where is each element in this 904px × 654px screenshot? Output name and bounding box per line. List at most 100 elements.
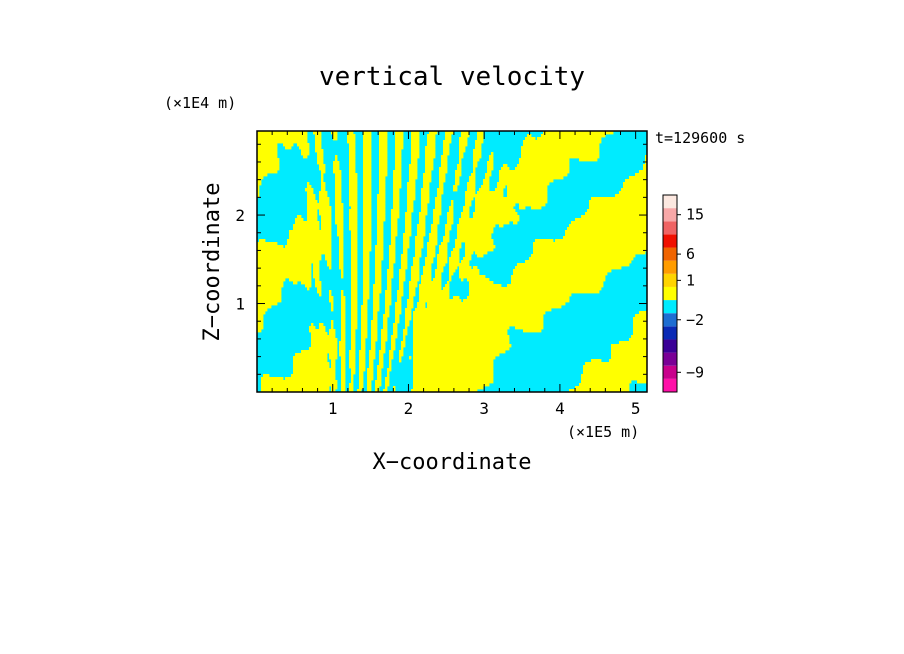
contour-cell <box>401 341 406 345</box>
contour-cell <box>465 254 472 258</box>
contour-cell <box>411 278 420 282</box>
contour-cell <box>361 311 368 315</box>
contour-cell <box>413 257 420 261</box>
contour-cell <box>341 326 346 330</box>
contour-cell <box>351 245 358 249</box>
contour-cell <box>443 152 450 156</box>
x-tick-label: 4 <box>555 399 565 418</box>
contour-cell <box>395 143 404 147</box>
contour-cell <box>411 389 478 392</box>
contour-cell <box>417 302 426 306</box>
contour-cell <box>405 323 410 327</box>
contour-cell <box>395 134 404 138</box>
contour-cell <box>409 356 412 360</box>
contour-cell <box>473 212 518 216</box>
contour-cell <box>393 386 396 390</box>
contour-cell <box>383 389 388 392</box>
contour-cell <box>407 200 414 204</box>
contour-cell <box>351 299 358 303</box>
contour-cell <box>315 281 322 285</box>
contour-cell <box>459 146 466 150</box>
contour-cell <box>289 278 312 282</box>
contour-cell <box>395 140 404 144</box>
contour-cell <box>555 239 647 243</box>
contour-cell <box>329 332 336 336</box>
contour-cell <box>407 203 414 207</box>
contour-cell <box>485 173 492 177</box>
contour-cell <box>349 362 356 366</box>
contour-cell <box>329 299 334 303</box>
contour-cell <box>341 371 346 375</box>
contour-cell <box>257 296 282 300</box>
contour-cell <box>341 269 344 273</box>
contour-cell <box>473 158 480 162</box>
contour-cell <box>459 140 468 144</box>
contour-cell <box>399 281 404 285</box>
contour-cell <box>379 182 386 186</box>
contour-cell <box>317 152 324 156</box>
contour-cell <box>523 140 602 144</box>
contour-cell <box>325 257 332 261</box>
contour-cell <box>375 260 382 264</box>
contour-cell <box>327 263 332 267</box>
contour-cell <box>307 191 314 195</box>
contour-cell <box>633 332 647 336</box>
contour-cell <box>377 224 384 228</box>
contour-cell <box>435 200 442 204</box>
contour-cell <box>463 299 570 303</box>
contour-cell <box>525 260 632 264</box>
contour-cell <box>363 155 372 159</box>
contour-cell <box>375 386 380 390</box>
contour-cell <box>481 185 490 189</box>
contour-cell <box>459 272 480 276</box>
time-label: t=129600 s <box>655 129 745 147</box>
contour-cell <box>363 269 370 273</box>
contour-cell <box>425 152 436 156</box>
contour-cell <box>261 386 330 390</box>
contour-cell <box>257 257 322 261</box>
contour-cell <box>413 353 500 357</box>
contour-cell <box>335 203 344 207</box>
contour-cell <box>395 149 402 153</box>
contour-cell <box>257 173 268 177</box>
contour-cell <box>379 158 388 162</box>
contour-cell <box>379 131 388 135</box>
contour-cell <box>379 188 386 192</box>
contour-cell <box>393 203 400 207</box>
contour-cell <box>563 236 647 240</box>
contour-cell <box>439 170 448 174</box>
contour-cell <box>419 296 450 300</box>
contour-cell <box>363 206 372 210</box>
contour-cell <box>309 329 326 333</box>
contour-cell <box>257 167 280 171</box>
contour-cell <box>487 164 494 168</box>
y-tick-label: 1 <box>235 295 245 314</box>
contour-cell <box>437 188 444 192</box>
contour-cell <box>293 359 328 363</box>
contour-cell <box>363 158 372 162</box>
contour-cell <box>447 221 454 225</box>
contour-cell <box>329 296 334 300</box>
contour-cell <box>301 350 338 354</box>
contour-cell <box>337 230 344 234</box>
contour-cell <box>307 218 318 222</box>
contour-cell <box>413 350 506 354</box>
contour-cell <box>447 215 454 219</box>
contour-cell <box>257 191 260 195</box>
contour-cell <box>499 170 570 174</box>
contour-cell <box>419 293 450 297</box>
contour-cell <box>583 371 647 375</box>
contour-cell <box>301 152 310 156</box>
contour-cell <box>363 146 372 150</box>
contour-cell <box>349 356 356 360</box>
contour-cell <box>423 269 432 273</box>
contour-cell <box>401 260 408 264</box>
contour-cell <box>475 203 516 207</box>
contour-cell <box>389 266 394 270</box>
contour-cell <box>427 254 436 258</box>
contour-cell <box>413 344 512 348</box>
contour-cell <box>257 284 284 288</box>
contour-cell <box>351 338 356 342</box>
contour-cell <box>331 359 336 363</box>
contour-cell <box>477 134 484 138</box>
